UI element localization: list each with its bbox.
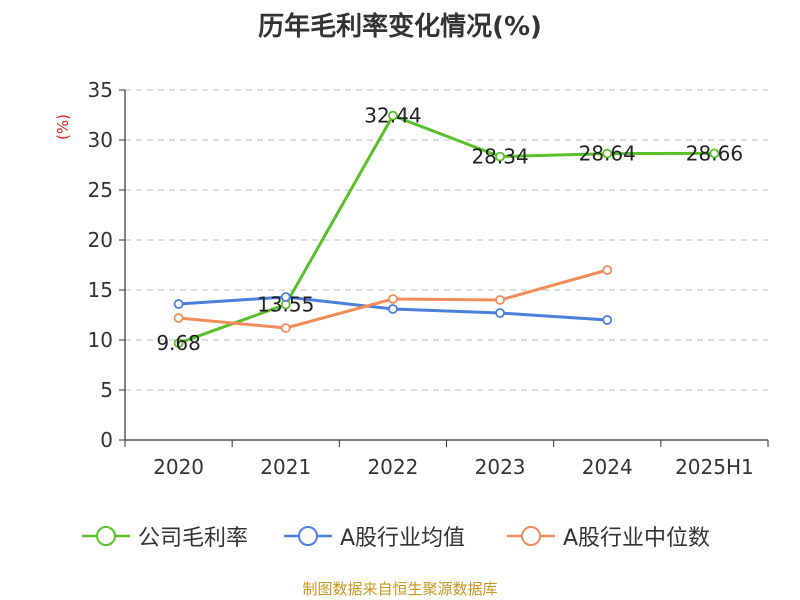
legend-swatch — [284, 526, 332, 546]
legend-item-0[interactable]: 公司毛利率 — [80, 520, 248, 552]
y-tick-label: 20 — [88, 228, 113, 252]
y-tick-label: 15 — [88, 278, 113, 302]
y-tick-label: 0 — [100, 428, 113, 452]
data-point — [173, 338, 184, 349]
x-tick-label: 2020 — [153, 455, 204, 479]
y-tick-label: 30 — [88, 128, 113, 152]
y-tick-label: 35 — [88, 78, 113, 102]
data-label: 28.64 — [579, 142, 636, 166]
y-tick-label: 25 — [88, 178, 113, 202]
x-tick-label: 2025H1 — [675, 455, 754, 479]
data-point — [709, 148, 720, 159]
data-label: 13.55 — [257, 293, 314, 317]
series-lines — [173, 110, 720, 349]
source-note: 制图数据来自恒生聚源数据库 — [302, 580, 498, 598]
data-point — [602, 148, 613, 159]
data-point — [173, 299, 184, 309]
chart-title: 历年毛利率变化情况(%) — [258, 12, 542, 42]
legend-swatch — [507, 526, 555, 546]
y-tick-label: 10 — [88, 328, 113, 352]
data-point — [280, 323, 291, 333]
axes: 0 5 10 15 20 25 30 35 2020 2021 2022 2023 2024 2025H1 — [88, 78, 769, 479]
data-point — [388, 294, 398, 304]
legend-item-2[interactable]: A股行业中位数 — [505, 520, 710, 552]
data-label: 32.44 — [364, 104, 421, 128]
legend-swatch — [82, 526, 130, 546]
legend-item-1[interactable]: A股行业均值 — [282, 520, 465, 552]
data-point — [495, 295, 505, 305]
legend-label: A股行业中位数 — [563, 526, 711, 551]
data-label: 28.66 — [686, 141, 743, 165]
y-tick-label: 5 — [100, 378, 113, 402]
data-point — [280, 292, 291, 302]
data-point — [602, 265, 613, 275]
y-axis-label: (%) — [54, 114, 72, 140]
data-point — [388, 304, 398, 314]
x-tick-label: 2024 — [582, 455, 633, 479]
data-point — [173, 313, 184, 323]
data-label: 28.34 — [471, 145, 528, 169]
data-point — [602, 315, 613, 325]
x-tick-label: 2022 — [367, 455, 418, 479]
data-point — [495, 308, 505, 318]
data-point — [495, 151, 505, 162]
data-labels: 9.68 13.55 32.44 28.34 28.64 28.66 — [156, 104, 743, 356]
x-tick-label: 2023 — [475, 455, 526, 479]
grid-lines — [125, 89, 768, 391]
series-line-0 — [178, 114, 715, 345]
data-label: 9.68 — [156, 331, 201, 355]
data-point — [388, 110, 398, 121]
x-tick-label: 2021 — [260, 455, 311, 479]
legend-label: A股行业均值 — [340, 526, 466, 551]
legend-label: 公司毛利率 — [138, 526, 249, 551]
